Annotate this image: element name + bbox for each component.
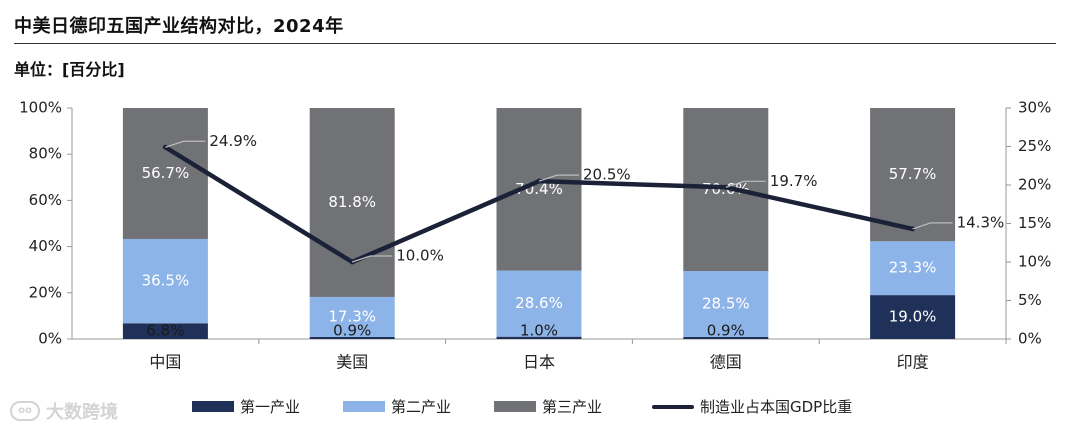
chat-bubble-icon: oo xyxy=(10,401,40,421)
line-data-label: 19.7% xyxy=(770,172,818,190)
bar-segment xyxy=(122,108,208,239)
y-left-tick-label: 60% xyxy=(29,191,62,209)
legend-item-primary: 第一产业 xyxy=(192,396,300,417)
legend-swatch-primary xyxy=(192,401,234,412)
bar-data-label: 1.0% xyxy=(520,322,558,340)
x-tick-label: 印度 xyxy=(897,353,929,372)
line-data-label: 14.3% xyxy=(957,213,1005,231)
legend: 第一产业 第二产业 第三产业 制造业占本国GDP比重 xyxy=(0,396,1080,420)
line-label-leader xyxy=(165,140,206,148)
line-data-label: 10.0% xyxy=(396,247,444,265)
bar-segment xyxy=(870,241,956,296)
bar-data-label: 57.7% xyxy=(889,165,937,183)
line-label-leader xyxy=(725,180,766,188)
y-right-tick-label: 20% xyxy=(1018,176,1051,194)
bar-segment xyxy=(309,108,395,297)
y-right-tick-label: 0% xyxy=(1018,330,1042,348)
legend-item-line: 制造业占本国GDP比重 xyxy=(652,396,852,417)
legend-label-secondary: 第二产业 xyxy=(391,398,452,416)
bar-segment xyxy=(122,323,208,339)
bar-data-label: 19.0% xyxy=(889,308,937,326)
legend-item-secondary: 第二产业 xyxy=(343,396,451,417)
y-right-tick-label: 30% xyxy=(1018,99,1051,117)
y-right-tick-label: 25% xyxy=(1018,137,1051,155)
bar-segment xyxy=(309,296,395,337)
bar-segment xyxy=(122,238,208,324)
legend-label-primary: 第一产业 xyxy=(240,398,301,416)
legend-label-tertiary: 第三产业 xyxy=(542,398,603,416)
y-left-tick-label: 20% xyxy=(29,283,62,301)
y-right-tick-label: 10% xyxy=(1018,253,1051,271)
x-tick-label: 美国 xyxy=(336,353,368,372)
bar-segment xyxy=(870,295,956,339)
chart-title: 中美日德印五国产业结构对比，2024年 xyxy=(14,16,344,37)
bar-segment xyxy=(496,270,582,337)
title-divider xyxy=(14,43,1056,44)
x-tick-label: 中国 xyxy=(149,353,181,372)
y-left-tick-label: 40% xyxy=(29,237,62,255)
watermark: oo 大数跨境 xyxy=(10,398,118,424)
unit-label: 单位：[百分比] xyxy=(14,60,125,79)
bar-data-label: 56.7% xyxy=(142,164,190,182)
line-label-leader xyxy=(912,222,953,230)
bar-data-label: 81.8% xyxy=(328,193,376,211)
bar-segment xyxy=(683,336,769,339)
bar-segment xyxy=(496,108,582,271)
bar-segment xyxy=(309,336,395,339)
y-left-tick-label: 100% xyxy=(19,99,62,117)
chart-canvas: 0% 20% 40% 60% 80% 100% 0% 5% 10% 15% 20% 25% 30% 中国 美… xyxy=(19,99,1051,372)
legend-swatch-secondary xyxy=(343,401,385,412)
legend-item-tertiary: 第三产业 xyxy=(494,396,602,417)
legend-label-line: 制造业占本国GDP比重 xyxy=(700,398,853,416)
y-right-tick-label: 15% xyxy=(1018,214,1051,232)
line-label-leader xyxy=(352,255,393,263)
x-tick-label: 日本 xyxy=(523,353,555,372)
bar-data-label: 17.3% xyxy=(328,307,376,325)
bar-data-label: 28.5% xyxy=(702,295,750,313)
bar-segment xyxy=(870,108,956,242)
y-left-tick-label: 0% xyxy=(38,330,62,348)
line-label-leader xyxy=(538,174,579,182)
bar-data-label: 0.9% xyxy=(707,322,745,340)
legend-swatch-tertiary xyxy=(494,401,536,412)
watermark-text: 大数跨境 xyxy=(46,402,118,423)
x-tick-label: 德国 xyxy=(710,353,742,372)
bar-segment xyxy=(683,271,769,337)
line-data-label: 24.9% xyxy=(209,132,257,150)
bar-data-label: 28.6% xyxy=(515,294,563,312)
legend-swatch-line xyxy=(652,404,694,409)
y-left-tick-label: 80% xyxy=(29,145,62,163)
y-right-tick-label: 5% xyxy=(1018,291,1042,309)
line-data-label: 20.5% xyxy=(583,166,631,184)
bar-data-label: 0.9% xyxy=(333,322,371,340)
bar-data-label: 6.8% xyxy=(146,322,184,340)
bar-segment xyxy=(496,336,582,339)
bar-data-label: 23.3% xyxy=(889,259,937,277)
bar-data-label: 36.5% xyxy=(142,272,190,290)
